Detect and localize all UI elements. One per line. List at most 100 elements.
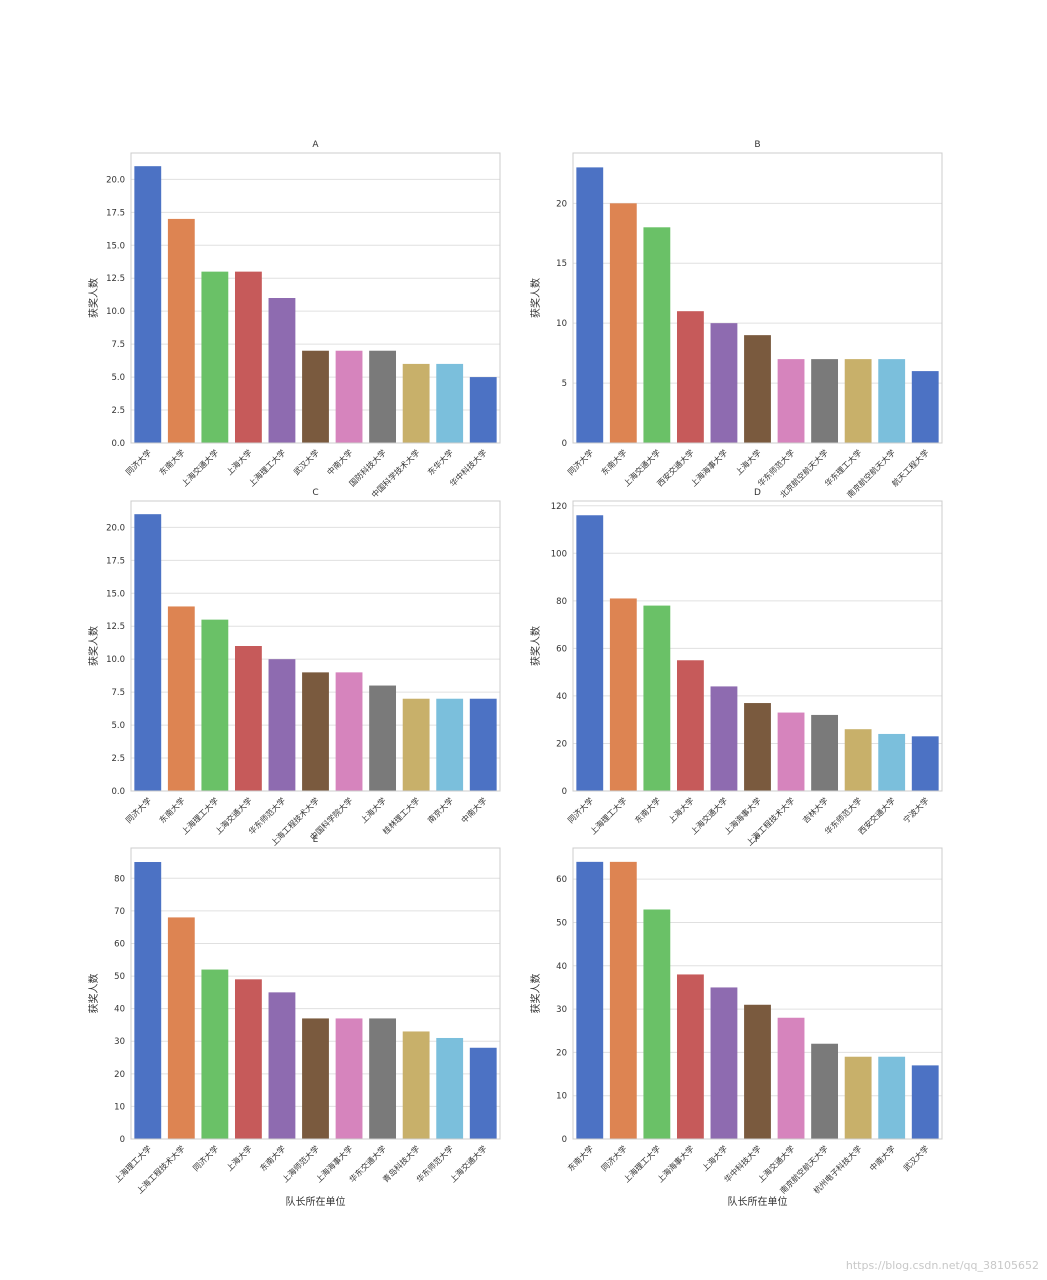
y-tick-label: 10 xyxy=(114,1102,125,1112)
y-tick-label: 10.0 xyxy=(106,655,125,665)
x-tick-label: 吉林大学 xyxy=(800,795,830,825)
x-tick-label: 东南大学 xyxy=(633,795,663,825)
bar-东南大学 xyxy=(609,203,637,443)
bar-上海海事大学 xyxy=(676,974,704,1139)
x-tick-label: 东南大学 xyxy=(258,1143,288,1173)
x-tick-label: 同济大学 xyxy=(565,447,595,477)
bar-南京航空航天大学 xyxy=(811,1043,839,1139)
axes-frame xyxy=(130,847,501,1140)
y-tick-label: 15 xyxy=(556,259,567,269)
bar-同济大学 xyxy=(134,166,162,443)
y-tick-label: 7.5 xyxy=(111,340,125,350)
y-tick-label: 30 xyxy=(114,1037,125,1047)
x-tick-label: 东南大学 xyxy=(599,447,629,477)
x-tick-label: 同济大学 xyxy=(565,795,595,825)
y-tick-label: 50 xyxy=(114,972,125,982)
x-tick-label: 武汉大学 xyxy=(901,1143,931,1173)
x-tick-label: 同济大学 xyxy=(191,1143,221,1173)
y-tick-label: 15.0 xyxy=(106,241,125,251)
x-tick-label: 南京大学 xyxy=(425,795,455,825)
bar-上海工程技术大学 xyxy=(167,917,195,1139)
bar-同济大学 xyxy=(134,514,162,791)
bar-上海大学 xyxy=(369,685,397,791)
bar-华中科技大学 xyxy=(744,1004,771,1139)
chart-panel-A: 0.0 2.5 5.0 7.5 10.0 12.5 15.0 17.5 20.0 A 获奖人数同济大… xyxy=(87,140,501,500)
y-tick-label: 5.0 xyxy=(111,373,125,383)
x-axis-label: 队长所在单位 xyxy=(728,1195,788,1208)
bar-南京大学 xyxy=(436,698,464,791)
x-axis-label: 队长所在单位 xyxy=(286,1195,346,1208)
bar-青岛科技大学 xyxy=(402,1031,430,1139)
bar-上海理工大学 xyxy=(609,598,637,791)
y-tick-label: 20 xyxy=(556,1048,567,1058)
bar-上海理工大学 xyxy=(268,298,296,443)
bar-东南大学 xyxy=(167,218,195,443)
bar-华东师范大学 xyxy=(436,1037,464,1139)
y-tick-label: 5.0 xyxy=(111,721,125,731)
bar-同济大学 xyxy=(576,167,604,443)
x-tick-label: 东南大学 xyxy=(565,1143,595,1173)
axes-frame xyxy=(572,152,943,444)
watermark: https://blog.csdn.net/qq_38105652 xyxy=(845,1259,1039,1272)
y-tick-label: 100 xyxy=(551,549,567,559)
bar-上海交通大学 xyxy=(234,646,262,791)
y-axis-label: 获奖人数 xyxy=(529,626,542,666)
bar-东南大学 xyxy=(167,606,195,791)
bar-北京航空航天大学 xyxy=(811,359,839,443)
chart-title: D xyxy=(754,488,761,498)
bar-同济大学 xyxy=(609,861,637,1139)
bar-武汉大学 xyxy=(911,1065,939,1139)
y-tick-label: 0.0 xyxy=(111,439,125,449)
y-tick-label: 40 xyxy=(556,962,567,972)
axes-frame xyxy=(130,152,501,444)
chart-panel-C: 0.0 2.5 5.0 7.5 10.0 12.5 15.0 17.5 20.0 C 获奖人数同济大… xyxy=(87,488,501,848)
bar-武汉大学 xyxy=(302,350,329,443)
bar-桂林理工大学 xyxy=(402,698,430,791)
bar-上海工程技术大学 xyxy=(777,712,805,791)
y-tick-label: 5 xyxy=(562,379,567,389)
y-tick-label: 50 xyxy=(556,918,567,928)
axes-frame xyxy=(572,500,943,792)
bar-上海大学 xyxy=(234,979,262,1139)
axes-frame xyxy=(130,500,501,792)
bar-上海海事大学 xyxy=(335,1018,363,1139)
y-tick-label: 60 xyxy=(114,939,125,949)
x-tick-label: 中南大学 xyxy=(459,795,489,825)
y-axis-label: 获奖人数 xyxy=(529,974,542,1014)
bar-宁波大学 xyxy=(911,736,939,791)
bar-中国科学院大学 xyxy=(335,672,363,791)
y-tick-label: 20.0 xyxy=(106,175,125,185)
y-tick-label: 0 xyxy=(562,1135,567,1145)
y-tick-label: 17.5 xyxy=(106,556,125,566)
x-tick-label: 东南大学 xyxy=(157,795,187,825)
y-tick-label: 10 xyxy=(556,319,567,329)
y-tick-label: 2.5 xyxy=(111,406,125,416)
bar-上海大学 xyxy=(676,660,704,791)
bar-东南大学 xyxy=(576,861,604,1139)
y-tick-label: 80 xyxy=(556,597,567,607)
y-tick-label: 70 xyxy=(114,907,125,917)
bar-航天工程大学 xyxy=(911,371,939,443)
y-tick-label: 60 xyxy=(556,875,567,885)
y-tick-label: 20 xyxy=(556,739,567,749)
bar-华东师范大学 xyxy=(777,359,805,443)
x-tick-label: 武汉大学 xyxy=(291,447,321,477)
bar-同济大学 xyxy=(576,515,604,791)
y-tick-label: 2.5 xyxy=(111,754,125,764)
y-tick-label: 0 xyxy=(562,787,567,797)
chart-title: C xyxy=(312,488,318,498)
bar-上海交通大学 xyxy=(469,1047,497,1139)
bar-华东理工大学 xyxy=(844,359,872,443)
y-tick-label: 60 xyxy=(556,644,567,654)
x-tick-label: 中南大学 xyxy=(325,447,355,477)
bar-上海海事大学 xyxy=(710,323,738,443)
y-axis-label: 获奖人数 xyxy=(529,278,542,318)
y-tick-label: 10.0 xyxy=(106,307,125,317)
x-tick-label: 中南大学 xyxy=(867,1143,897,1173)
axes-frame xyxy=(572,847,943,1140)
x-tick-label: 同济大学 xyxy=(123,447,153,477)
